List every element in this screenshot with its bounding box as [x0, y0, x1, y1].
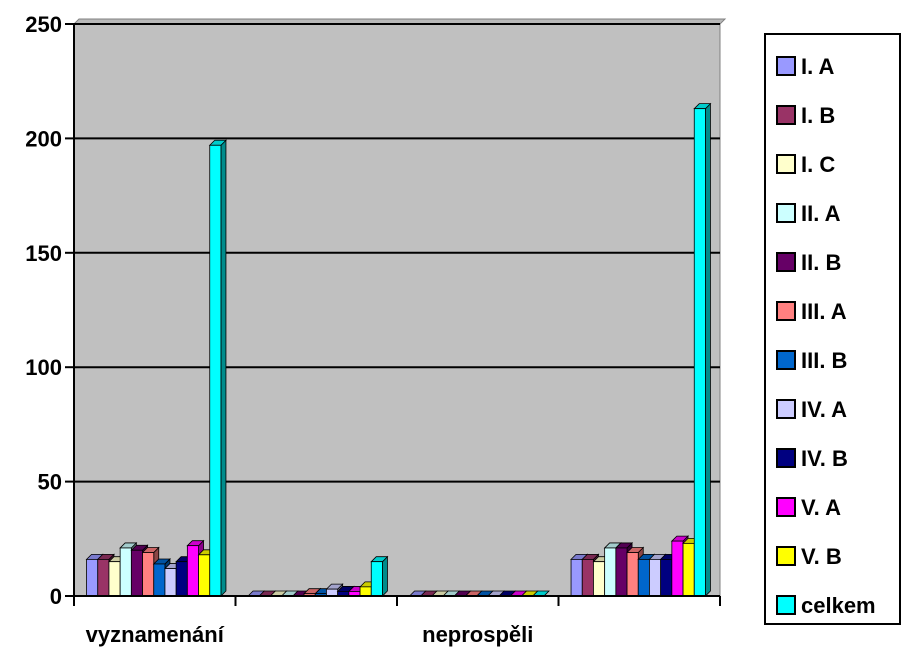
- y-tick-label: 100: [25, 355, 62, 380]
- y-tick-label: 150: [25, 241, 62, 266]
- bar-front: [108, 561, 121, 597]
- legend-swatch: [776, 154, 796, 174]
- bar-front: [626, 552, 639, 597]
- bar-front: [593, 561, 606, 597]
- y-tick-label: 200: [25, 126, 62, 151]
- y-tick-label: 50: [38, 470, 62, 495]
- bar-front: [637, 558, 650, 597]
- legend-swatch: [776, 497, 796, 517]
- legend-label: III. A: [801, 299, 847, 324]
- legend-swatch: [776, 546, 796, 566]
- bar-front: [693, 108, 706, 597]
- bar-front: [604, 547, 617, 597]
- bar-front: [649, 558, 662, 597]
- bar-front: [671, 540, 684, 597]
- bar-side: [220, 139, 227, 597]
- y-tick-label: 250: [25, 12, 62, 37]
- bar-front: [581, 558, 594, 597]
- plot-area: [72, 18, 727, 597]
- bar-front: [97, 558, 110, 597]
- bar-front: [164, 568, 177, 597]
- legend-swatch: [776, 350, 796, 370]
- legend-swatch: [776, 448, 796, 468]
- bar-front: [130, 549, 143, 597]
- legend-swatch: [776, 105, 796, 125]
- bar: [370, 555, 389, 597]
- legend-swatch: [776, 301, 796, 321]
- legend-box: [764, 33, 901, 625]
- legend-label: IV. A: [801, 397, 847, 422]
- plot-background: [73, 23, 721, 597]
- bar-front: [370, 561, 383, 597]
- bar-front: [359, 586, 372, 597]
- legend-label: V. A: [801, 495, 841, 520]
- bar-front: [175, 561, 188, 597]
- bar-front: [86, 558, 99, 597]
- legend-label: celkem: [801, 593, 876, 618]
- legend-label: II. B: [801, 250, 841, 275]
- bar-front: [615, 547, 628, 597]
- legend-label: II. A: [801, 201, 841, 226]
- y-tick-label: 0: [50, 584, 62, 609]
- legend-swatch: [776, 56, 796, 76]
- legend-swatch: [776, 252, 796, 272]
- legend-swatch: [776, 595, 796, 615]
- legend-label: I. C: [801, 152, 835, 177]
- bar-side: [382, 555, 388, 597]
- bar: [693, 102, 712, 597]
- legend-label: I. A: [801, 54, 835, 79]
- bar-front: [198, 554, 211, 597]
- bar-front: [119, 547, 132, 597]
- x-category-label: neprospěli: [422, 622, 533, 647]
- legend-swatch: [776, 203, 796, 223]
- bar-front: [142, 552, 155, 597]
- legend-label: V. B: [801, 544, 842, 569]
- legend-label: I. B: [801, 103, 835, 128]
- bar-front: [209, 144, 222, 597]
- legend-label: IV. B: [801, 446, 848, 471]
- legend-label: III. B: [801, 348, 847, 373]
- bar-side: [705, 102, 711, 597]
- legend: I. A I. B I. C II. A II. B III. A III. B IV. A I…: [764, 33, 901, 625]
- bar-front: [570, 558, 583, 597]
- bar-front: [682, 542, 695, 597]
- bar-front: [660, 558, 673, 597]
- bar-front: [153, 563, 166, 597]
- axes: 0 50 100 150 200 250 vyznamenání neprospěli: [25, 12, 721, 647]
- bar-front: [186, 545, 199, 597]
- bar: [208, 139, 227, 597]
- x-category-label: vyznamenání: [86, 622, 225, 647]
- bar-front: [326, 588, 339, 597]
- legend-swatch: [776, 399, 796, 419]
